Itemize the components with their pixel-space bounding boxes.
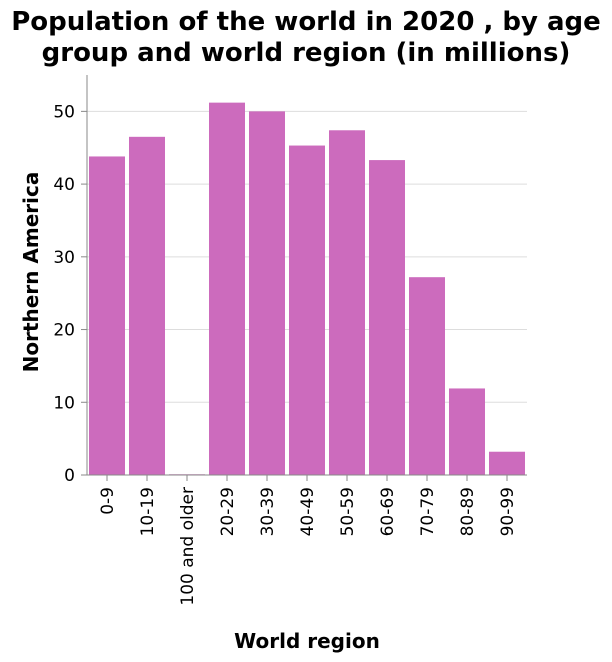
y-tick-label-5: 50: [53, 102, 75, 122]
x-tick-label-4: 30-39: [258, 487, 278, 536]
bars: [89, 102, 525, 476]
y-axis-title: Northern America: [19, 172, 43, 373]
bar-80-89: [449, 388, 485, 475]
x-tick-label-8: 70-79: [418, 487, 438, 536]
y-tick-label-1: 10: [53, 393, 75, 413]
bar-90-99: [489, 451, 525, 475]
bar-0-9: [89, 156, 125, 476]
x-tick-label-5: 40-49: [298, 487, 318, 536]
bar-10-19: [129, 136, 165, 475]
bar-50-59: [329, 130, 365, 476]
x-tick-label-7: 60-69: [378, 487, 398, 536]
x-tick-label-10: 90-99: [498, 487, 518, 536]
bar-30-39: [249, 111, 285, 475]
x-tick-label-6: 50-59: [338, 487, 358, 536]
y-tick-label-2: 20: [53, 321, 75, 341]
bar-20-29: [209, 102, 245, 476]
axes: 0 10 20 30 40 50 0-9 10-19 100 and older 20-29 30-…: [53, 75, 527, 606]
y-tick-label-0: 0: [64, 466, 75, 486]
bar-40-49: [289, 145, 325, 475]
bar-60-69: [369, 160, 405, 475]
bar-70-79: [409, 277, 445, 475]
x-tick-label-1: 10-19: [138, 487, 158, 536]
chart-title-line-2: group and world region (in millions): [42, 38, 571, 68]
y-tick-label-4: 40: [53, 175, 75, 195]
x-tick-label-3: 20-29: [218, 487, 238, 536]
x-tick-label-2: 100 and older: [178, 487, 198, 606]
chart-title-line-1: Population of the world in 2020 , by age: [11, 7, 601, 37]
x-tick-label-9: 80-89: [458, 487, 478, 536]
y-tick-label-3: 30: [53, 248, 75, 268]
x-tick-label-0: 0-9: [98, 487, 118, 515]
x-axis-title: World region: [234, 629, 380, 653]
